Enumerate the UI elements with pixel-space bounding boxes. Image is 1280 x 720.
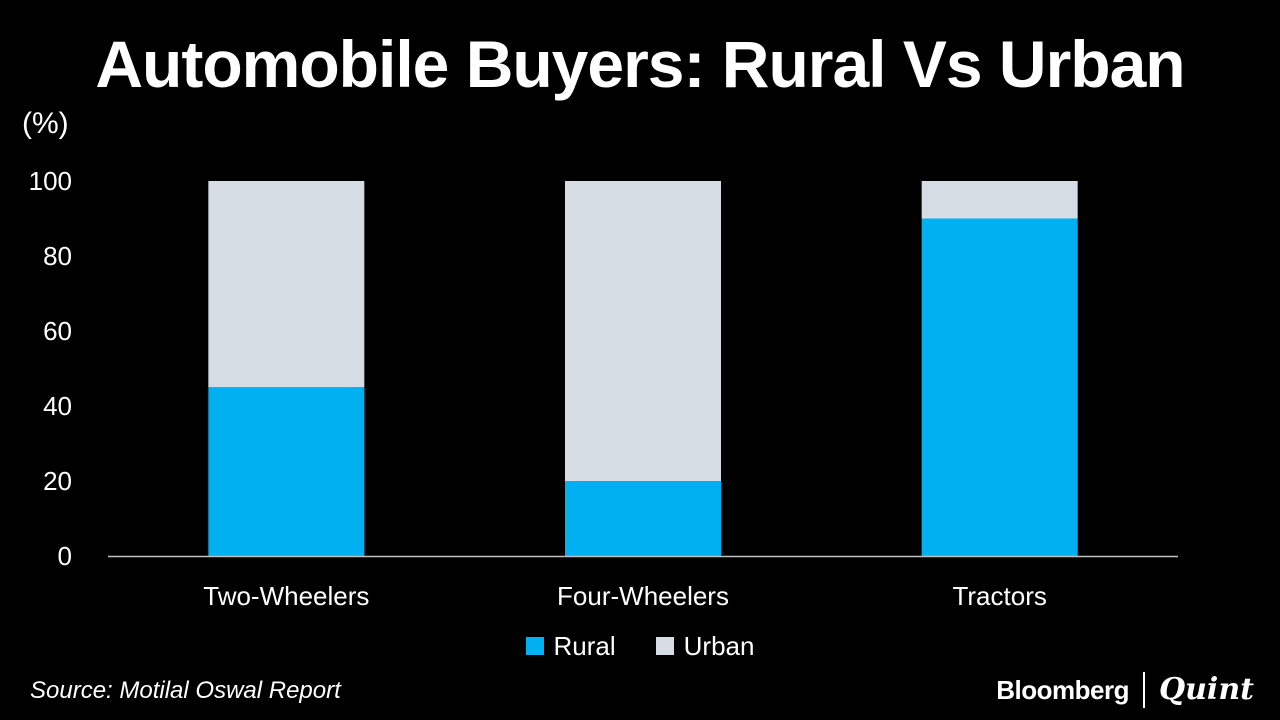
y-axis-unit-label: (%) xyxy=(22,107,69,140)
brand-logo: Bloomberg Quint xyxy=(996,670,1254,710)
x-tick-label: Four-Wheelers xyxy=(557,581,729,611)
bar-rural-four-wheelers xyxy=(565,481,721,556)
brand-quint: Quint xyxy=(1158,672,1254,707)
y-tick-label: 0 xyxy=(58,541,72,571)
bar-urban-four-wheelers xyxy=(565,181,721,481)
brand-bloomberg: Bloomberg xyxy=(996,675,1129,705)
y-tick-label: 20 xyxy=(43,466,72,496)
y-tick-label: 60 xyxy=(43,316,72,346)
bar-urban-tractors xyxy=(921,181,1078,219)
y-tick-label: 100 xyxy=(29,166,72,196)
legend-item-urban: Urban xyxy=(655,628,755,664)
chart-legend: Rural Urban xyxy=(0,628,1280,664)
bar-rural-two-wheelers xyxy=(208,387,365,556)
x-tick-label: Two-Wheelers xyxy=(203,581,369,611)
brand-divider xyxy=(1142,672,1145,708)
bar-rural-tractors xyxy=(921,218,1078,556)
legend-swatch-urban xyxy=(655,637,674,655)
legend-swatch-rural xyxy=(525,637,544,655)
source-note: Source: Motilal Oswal Report xyxy=(30,677,341,704)
legend-item-rural: Rural xyxy=(525,628,616,664)
legend-label-urban: Urban xyxy=(683,631,755,661)
x-tick-label: Tractors xyxy=(952,581,1046,611)
bar-urban-two-wheelers xyxy=(208,181,365,388)
y-tick-label: 40 xyxy=(43,391,72,421)
legend-label-rural: Rural xyxy=(553,631,616,661)
chart-title: Automobile Buyers: Rural Vs Urban xyxy=(95,27,1185,101)
y-tick-label: 80 xyxy=(43,241,72,271)
